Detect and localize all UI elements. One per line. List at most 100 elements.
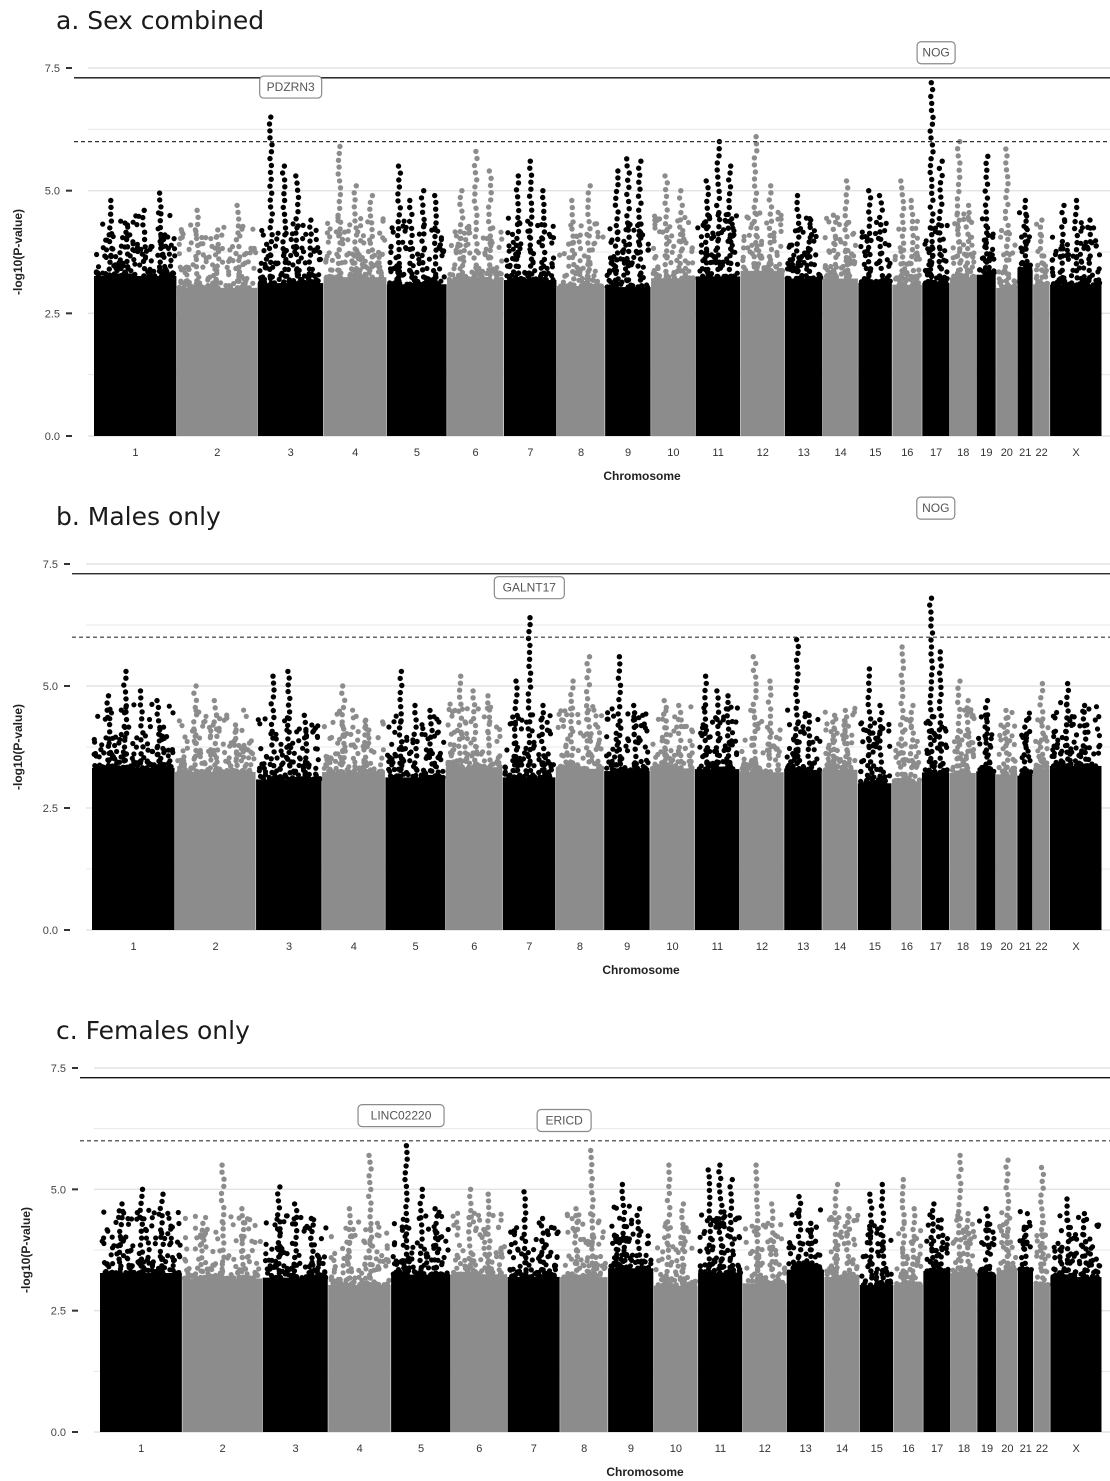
peak-point <box>936 734 942 740</box>
snp-point <box>1086 745 1092 751</box>
snp-point <box>924 270 930 276</box>
snp-point <box>1078 220 1084 226</box>
snp-point <box>110 1261 116 1267</box>
peak-point <box>212 740 218 747</box>
peak-point <box>638 235 644 241</box>
peak-point <box>105 714 111 721</box>
y-tick-label: 5.0 <box>45 186 60 198</box>
peak-point <box>308 217 314 223</box>
snp-point <box>729 718 735 725</box>
peak-point <box>726 266 733 273</box>
snp-point <box>144 765 150 771</box>
snp-point <box>203 713 209 719</box>
peak-point <box>412 702 418 709</box>
snp-point <box>640 264 646 270</box>
snp-point <box>655 716 662 722</box>
snp-point <box>997 732 1003 738</box>
peak-point <box>487 262 493 268</box>
peak-point <box>158 273 165 279</box>
peak-point <box>842 240 848 247</box>
peak-point <box>457 222 464 228</box>
peak-point <box>625 177 631 183</box>
snp-point <box>244 275 250 282</box>
snp-point <box>242 281 248 287</box>
snp-point <box>590 704 596 710</box>
snp-point <box>309 722 315 728</box>
peak-point <box>456 687 463 693</box>
peak-point <box>1003 146 1009 152</box>
peak-point <box>612 202 619 208</box>
snp-point <box>452 262 458 268</box>
peak-point <box>527 242 533 248</box>
snp-point <box>1009 733 1015 739</box>
peak-point <box>420 274 427 280</box>
snp-point <box>731 273 737 279</box>
peak-point <box>1023 738 1029 744</box>
snp-point <box>95 713 101 719</box>
peak-point <box>473 205 479 211</box>
peak-point <box>457 757 463 763</box>
peak-point <box>633 761 639 767</box>
peak-point <box>753 694 759 701</box>
snp-point <box>656 216 662 222</box>
snp-point <box>296 738 302 744</box>
peak-point <box>512 719 518 726</box>
peak-point <box>807 254 813 260</box>
peak-point <box>363 717 369 723</box>
peak-point <box>907 751 914 757</box>
peak-point <box>1061 282 1068 288</box>
snp-point <box>375 260 381 266</box>
peak-point <box>527 615 533 621</box>
peak-point <box>158 245 164 251</box>
snp-point <box>165 234 171 240</box>
snp-point <box>1054 709 1060 716</box>
peak-point <box>929 238 935 245</box>
snp-point <box>247 250 253 256</box>
peak-point <box>456 736 463 742</box>
peak-point <box>965 748 971 754</box>
peak-point <box>514 194 521 200</box>
snp-point <box>674 257 680 263</box>
peak-point <box>768 190 774 196</box>
snp-point <box>924 747 930 753</box>
peak-point <box>194 278 200 284</box>
peak-point <box>937 656 943 662</box>
peak-point <box>158 204 164 210</box>
peak-point <box>233 250 239 257</box>
snp-point <box>790 763 796 770</box>
peak-point <box>362 762 369 768</box>
snp-point <box>1096 714 1102 720</box>
peak-point <box>526 698 532 704</box>
snp-point <box>944 222 950 229</box>
peak-point <box>929 280 935 286</box>
snp-point <box>313 227 319 233</box>
chromosome-14-points <box>822 705 858 930</box>
snp-point <box>424 265 430 272</box>
snp-point <box>386 766 392 772</box>
snp-point <box>182 270 188 276</box>
snp-point <box>589 277 596 283</box>
snp-point <box>746 765 752 771</box>
peak-point <box>983 216 990 222</box>
peak-point <box>663 718 669 724</box>
snp-point <box>344 252 350 258</box>
snp-point <box>1092 717 1098 723</box>
snp-point <box>358 238 364 244</box>
peak-point <box>408 225 415 232</box>
peak-point <box>767 720 774 726</box>
peak-point <box>155 751 161 757</box>
snp-point <box>165 1253 171 1259</box>
peak-point <box>538 717 544 723</box>
peak-point <box>831 726 838 732</box>
x-tick-label: 22 <box>1035 941 1047 953</box>
peak-point <box>123 236 130 243</box>
peak-point <box>1037 744 1044 750</box>
peak-point <box>1005 757 1011 763</box>
snp-point <box>682 214 688 221</box>
snp-point <box>874 766 880 772</box>
peak-point <box>963 755 969 762</box>
peak-point <box>1039 723 1045 729</box>
peak-point <box>616 654 623 660</box>
snp-point <box>262 261 268 267</box>
peak-point <box>929 630 936 636</box>
